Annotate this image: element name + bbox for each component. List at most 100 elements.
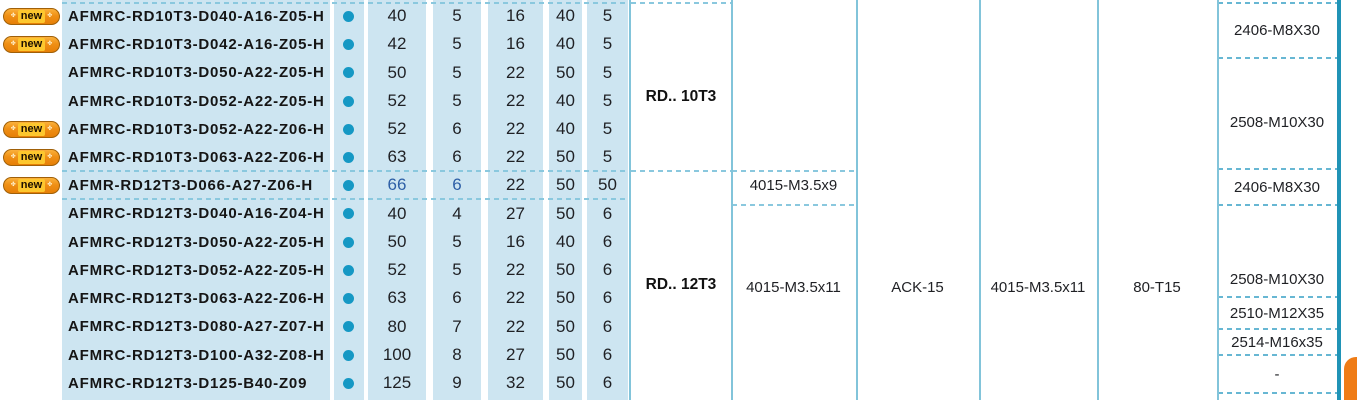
row-divider: [62, 170, 628, 172]
value-cell: 40: [387, 203, 407, 223]
column-divider: [731, 0, 733, 400]
row-divider: [62, 2, 628, 4]
column-divider: [1217, 0, 1219, 400]
new-badge: ✤ new ✤: [3, 148, 60, 166]
column-background: [368, 0, 426, 400]
value-cell: 63: [387, 288, 407, 307]
value-cell: 50: [387, 232, 407, 251]
product-code: AFMRC-RD10T3-D040-A16-Z05-H: [68, 7, 325, 25]
row-divider: [1218, 2, 1337, 4]
column-background: [549, 0, 582, 400]
value-cell: 66: [387, 175, 407, 194]
value-cell: 40: [556, 119, 575, 138]
insert-label-10t3: RD.. 10T3: [645, 88, 717, 105]
badge-star-icon: ✤: [47, 126, 53, 132]
value-cell: 50: [556, 62, 575, 82]
new-badge-label: new: [17, 9, 46, 23]
product-code: AFMRC-RD10T3-D052-A22-Z06-H: [68, 120, 325, 138]
value-cell: 5: [602, 34, 613, 53]
value-cell: 100: [382, 345, 412, 364]
value-cell: 50: [556, 175, 575, 194]
value-cell: 22: [506, 62, 525, 82]
row-divider: [1218, 392, 1337, 394]
screw2-label: 4015-M3.5x11: [990, 279, 1086, 296]
row-divider: [62, 198, 628, 200]
wrench-label: ACK-15: [891, 279, 944, 296]
value-cell: 6: [602, 345, 613, 364]
value-cell: 5: [602, 91, 613, 110]
value-cell: 27: [506, 203, 525, 223]
new-badge-label: new: [17, 122, 46, 136]
badge-star-icon: ✤: [47, 154, 53, 160]
value-cell: 40: [556, 91, 575, 110]
value-cell: 6: [452, 288, 462, 307]
value-cell: 125: [382, 373, 412, 392]
stock-dot: [343, 292, 354, 304]
badge-star-icon: ✤: [47, 41, 53, 47]
value-cell: 5: [452, 6, 462, 25]
value-cell: 32: [506, 373, 525, 392]
value-cell: 22: [506, 119, 525, 138]
column-background: [587, 0, 628, 400]
value-cell: 50: [556, 203, 575, 223]
value-cell: 5: [452, 62, 462, 82]
column-background: [62, 0, 330, 400]
value-cell: 6: [602, 316, 613, 336]
value-cell: 52: [387, 119, 407, 138]
badge-star-icon: ✤: [10, 41, 16, 47]
stock-dot: [343, 67, 354, 78]
bolt-cell: 2510-M12X35: [1229, 304, 1325, 322]
value-cell: 7: [452, 316, 462, 336]
column-divider: [1097, 0, 1099, 400]
value-cell: 4: [452, 203, 462, 223]
value-cell: 5: [602, 6, 613, 25]
value-cell: 22: [506, 147, 525, 166]
column-background: [488, 0, 543, 400]
value-cell: 50: [556, 316, 575, 336]
value-cell: 6: [602, 373, 613, 392]
column-background: [433, 0, 481, 400]
row-divider: [1218, 57, 1337, 59]
bolt-cell: 2508-M10X30: [1229, 270, 1325, 288]
value-cell: 40: [387, 6, 407, 25]
product-code: AFMRC-RD12T3-D040-A16-Z04-H: [68, 205, 325, 222]
value-cell: 6: [452, 175, 462, 194]
value-cell: 50: [387, 62, 407, 82]
badge-star-icon: ✤: [10, 154, 16, 160]
stock-dot: [343, 264, 354, 276]
badge-star-icon: ✤: [47, 182, 53, 188]
value-cell: 50: [556, 345, 575, 364]
value-cell: 5: [602, 119, 613, 138]
row-divider: [631, 170, 731, 172]
stock-dot: [343, 151, 354, 163]
badge-star-icon: ✤: [10, 13, 16, 19]
bolt-cell: 2508-M10X30: [1229, 114, 1325, 131]
row-divider: [1218, 168, 1337, 170]
product-code: AFMRC-RD10T3-D052-A22-Z05-H: [68, 92, 325, 110]
value-cell: 50: [556, 373, 575, 392]
value-cell: 27: [506, 345, 525, 364]
row-divider: [1218, 328, 1337, 330]
value-cell: 5: [452, 260, 462, 279]
stock-dot: [343, 349, 354, 361]
value-cell: 80: [387, 316, 407, 336]
row-divider: [1218, 296, 1337, 298]
product-code: AFMRC-RD10T3-D063-A22-Z06-H: [68, 148, 325, 166]
value-cell: 42: [387, 34, 407, 53]
bolt-cell: 2514-M16x35: [1231, 333, 1323, 351]
value-cell: 6: [602, 260, 613, 279]
value-cell: 40: [556, 34, 575, 53]
value-cell: 50: [556, 260, 575, 279]
value-cell: 16: [506, 232, 525, 251]
badge-star-icon: ✤: [10, 126, 16, 132]
column-divider: [979, 0, 981, 400]
value-cell: 16: [506, 34, 525, 53]
value-cell: 6: [452, 119, 462, 138]
value-cell: 40: [556, 6, 575, 25]
stock-dot: [343, 321, 354, 332]
bolt-cell: 2406-M8X30: [1234, 21, 1320, 39]
value-cell: 8: [452, 345, 462, 364]
value-cell: 16: [506, 6, 525, 25]
stock-dot: [343, 208, 354, 219]
